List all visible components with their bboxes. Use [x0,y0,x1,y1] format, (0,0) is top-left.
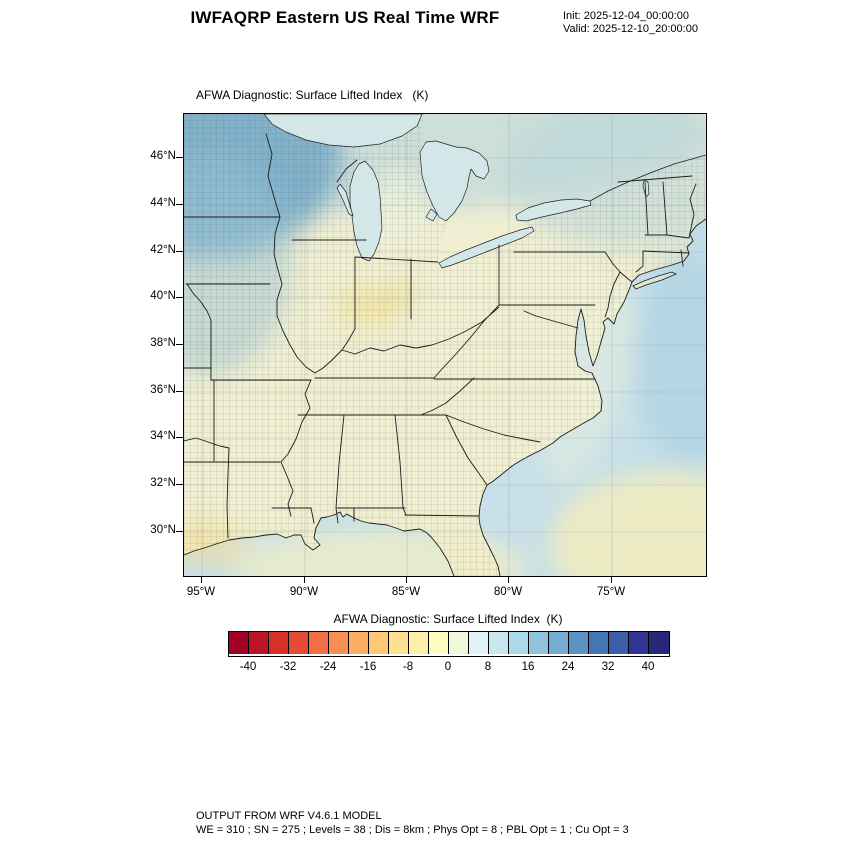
colorbar-title: AFWA Diagnostic: Surface Lifted Index (K… [333,612,563,626]
colorbar-tick-label: 32 [601,661,615,673]
colorbar-cell [509,632,529,654]
colorbar-cell [529,632,549,654]
map-plot [183,113,707,577]
lake-champlain [642,179,650,198]
colorbar-cell [289,632,309,654]
valid-time: Valid: 2025-12-10_20:00:00 [563,23,698,35]
lat-tick-label: 36°N [150,384,176,396]
colorbar-tick-label: 0 [444,661,452,673]
colorbar-cell [449,632,469,654]
lon-tick-label: 90°W [289,586,319,598]
lon-tick-mark [611,577,612,583]
colorbar-cell [429,632,449,654]
lat-tick-label: 42°N [150,244,176,256]
model-footer: OUTPUT FROM WRF V4.6.1 MODEL WE = 310 ; … [196,810,629,837]
eastern-us-map-svg [184,114,706,576]
lat-tick-label: 38°N [150,337,176,349]
colorbar-cell [389,632,409,654]
lat-tick-label: 30°N [150,524,176,536]
lat-tick-label: 44°N [150,197,176,209]
saginaw-bay [425,208,438,222]
lon-tick-label: 75°W [596,586,626,598]
lat-tick-mark [176,251,183,252]
lat-tick-mark [176,297,183,298]
lon-tick-label: 85°W [391,586,421,598]
state-borders [184,133,697,539]
lon-tick-mark [201,577,202,583]
lon-tick-mark [508,577,509,583]
colorbar-cell [409,632,429,654]
county-mesh [184,114,706,576]
st-lawrence-river [589,154,706,202]
colorbar-cell [649,632,669,654]
map-title: AFWA Diagnostic: Surface Lifted Index (K… [196,88,429,102]
colorbar [228,631,670,657]
lat-tick-mark [176,391,183,392]
long-island-outline [632,271,677,290]
lake-huron [419,140,490,222]
footer-line2: WE = 310 ; SN = 275 ; Levels = 38 ; Dis … [196,823,629,836]
colorbar-cell [589,632,609,654]
great-lakes [263,114,650,269]
lat-tick-label: 32°N [150,477,176,489]
lat-tick-mark [176,531,183,532]
colorbar-cell [349,632,369,654]
colorbar-cell [229,632,249,654]
colorbar-cell [549,632,569,654]
colorbar-tick-label: -40 [239,661,257,673]
lat-tick-mark [176,437,183,438]
page-title: IWFAQRP Eastern US Real Time WRF [190,8,500,27]
colorbar-tick-label: 24 [561,661,575,673]
colorbar-cell [609,632,629,654]
colorbar-cell [309,632,329,654]
lat-tick-label: 46°N [150,150,176,162]
colorbar-tick-label: -24 [319,661,337,673]
lon-tick-label: 95°W [186,586,216,598]
lon-tick-label: 80°W [493,586,523,598]
lon-tick-mark [406,577,407,583]
colorbar-cell [249,632,269,654]
green-bay [336,183,354,217]
run-info: Init: 2025-12-04_00:00:00 Valid: 2025-12… [563,10,698,36]
lat-tick-label: 40°N [150,290,176,302]
colorbar-cell [469,632,489,654]
lon-tick-mark [304,577,305,583]
lat-tick-label: 34°N [150,430,176,442]
colorbar-tick-label: -32 [279,661,297,673]
lake-superior [263,114,423,148]
colorbar-cell [329,632,349,654]
lat-tick-mark [176,484,183,485]
colorbar-tick-label: 16 [521,661,535,673]
footer-line1: OUTPUT FROM WRF V4.6.1 MODEL [196,810,382,822]
colorbar-tick-label: -8 [402,661,414,673]
lat-tick-mark [176,344,183,345]
colorbar-cell [369,632,389,654]
colorbar-tick-label: 8 [484,661,492,673]
colorbar-tick-label: 40 [641,661,655,673]
colorbar-cell [269,632,289,654]
lake-ontario [515,198,592,222]
lat-tick-mark [176,157,183,158]
init-time: Init: 2025-12-04_00:00:00 [563,10,689,22]
coastline [184,218,706,576]
lat-tick-mark [176,204,183,205]
colorbar-cell [489,632,509,654]
colorbar-tick-label: -16 [359,661,377,673]
lake-erie [438,226,535,269]
lake-michigan [349,160,383,262]
colorbar-cell [629,632,649,654]
colorbar-cell [569,632,589,654]
